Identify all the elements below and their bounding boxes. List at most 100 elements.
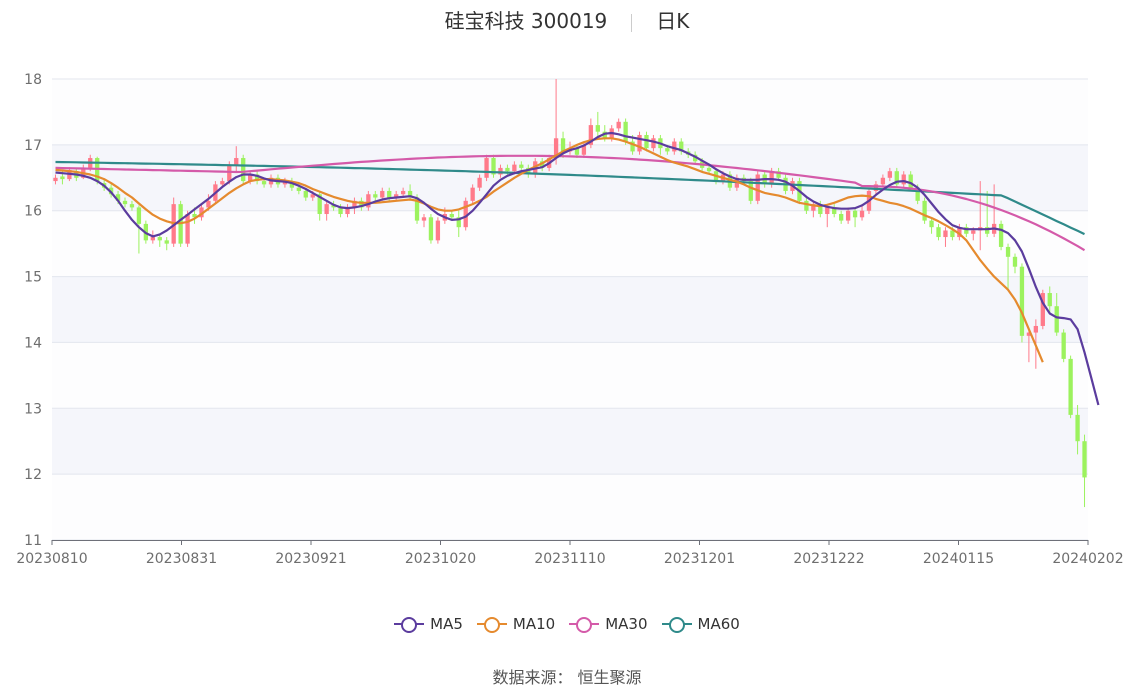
candle-body: [122, 200, 128, 205]
band-6: [52, 79, 1088, 145]
legend-marker-ma5: [394, 617, 425, 633]
candle: [519, 161, 524, 172]
candle-body: [248, 174, 253, 182]
x-tick-label: 20231020: [405, 551, 476, 567]
line-ma5: [55, 131, 1100, 406]
candle-body: [929, 220, 934, 228]
band-3: [52, 276, 1088, 343]
candle-body: [985, 227, 990, 234]
candle-body: [387, 190, 392, 198]
candle: [241, 154, 246, 185]
candle-body: [241, 158, 246, 182]
candle-body: [845, 210, 851, 221]
candle-body: [950, 230, 955, 238]
candle-body: [185, 214, 190, 244]
legend-item-ma5[interactable]: MA5: [394, 612, 463, 636]
candle-body: [505, 167, 510, 172]
candle-body: [345, 207, 350, 215]
candle: [491, 154, 496, 178]
candle: [435, 217, 441, 244]
candle: [185, 210, 190, 247]
candle-body: [637, 134, 642, 152]
candle: [998, 220, 1004, 251]
candle-body: [922, 200, 927, 221]
candle: [901, 171, 906, 188]
candle-body: [1054, 306, 1059, 333]
candle-body: [477, 177, 482, 188]
candle-body: [616, 121, 621, 129]
candle-body: [206, 200, 211, 208]
candle-body: [825, 207, 830, 215]
legend-label-ma5: MA5: [430, 615, 463, 633]
moving-average-lines: [55, 131, 1100, 406]
candle: [1026, 329, 1032, 363]
band-4: [52, 210, 1088, 277]
candle: [484, 154, 489, 182]
candle: [421, 214, 427, 228]
candle-body: [672, 141, 677, 152]
x-tick-label: 20230831: [146, 551, 217, 567]
legend-label-ma60: MA60: [697, 615, 740, 633]
candlestick-chart: 11 12 13 14 15 16 17 18 20230810 20230831 2023092…: [16, 72, 1123, 567]
candle-body: [679, 141, 684, 152]
candle-body: [1033, 325, 1039, 333]
legend-item-ma30[interactable]: MA30: [569, 612, 648, 636]
x-tick-label: 20240202: [1052, 551, 1123, 567]
candle-body: [394, 194, 399, 198]
data-source: 数据来源： 恒生聚源: [492, 668, 642, 687]
candle-body: [338, 207, 343, 215]
candle-body: [1026, 332, 1032, 336]
line-ma10: [55, 137, 1044, 363]
candle: [1012, 253, 1018, 274]
y-tick-label: 11: [24, 533, 42, 549]
candle-body: [373, 194, 378, 198]
candle-body: [908, 174, 913, 188]
legend-marker-ma10: [476, 617, 507, 633]
candle: [804, 197, 809, 215]
candle-body: [1012, 256, 1018, 267]
candle: [852, 207, 858, 228]
candle-body: [748, 181, 753, 201]
candle-body: [581, 144, 587, 155]
candle: [588, 118, 594, 149]
legend-item-ma60[interactable]: MA60: [661, 612, 740, 636]
candle-body: [957, 227, 962, 238]
candle-body: [839, 214, 844, 221]
candle-body: [971, 230, 976, 234]
candle-body: [894, 171, 899, 185]
candle-body: [366, 194, 371, 208]
candle: [1054, 293, 1059, 336]
legend-item-ma10[interactable]: MA10: [476, 612, 555, 636]
candle-body: [873, 184, 879, 191]
candle: [366, 190, 371, 211]
candle: [637, 131, 642, 155]
candle: [1068, 355, 1073, 419]
candle-body: [540, 161, 545, 168]
y-tick-label: 18: [24, 72, 42, 88]
line-ma30: [55, 154, 1086, 252]
grid-lines: [52, 78, 1088, 541]
candle-body: [644, 134, 649, 149]
candle-body: [380, 190, 385, 198]
candle: [164, 237, 169, 251]
candle-body: [519, 164, 524, 168]
candle: [887, 167, 892, 182]
candle-body: [887, 171, 892, 178]
candle: [289, 177, 295, 191]
candle-body: [261, 181, 267, 185]
candle-body: [60, 176, 65, 180]
candle: [463, 197, 468, 231]
candle: [129, 200, 135, 211]
legend-marker-ma60: [661, 617, 692, 633]
legend-marker-ma30: [569, 617, 600, 633]
candle: [373, 190, 378, 201]
candle-body: [317, 194, 322, 215]
candle: [679, 138, 684, 155]
candle-body: [484, 158, 489, 178]
candle-body: [164, 240, 169, 244]
candle: [136, 205, 142, 254]
y-tick-label: 13: [24, 401, 42, 417]
candle: [616, 118, 621, 132]
x-tick-label: 20240115: [923, 551, 994, 567]
line-ma60: [55, 160, 1085, 236]
